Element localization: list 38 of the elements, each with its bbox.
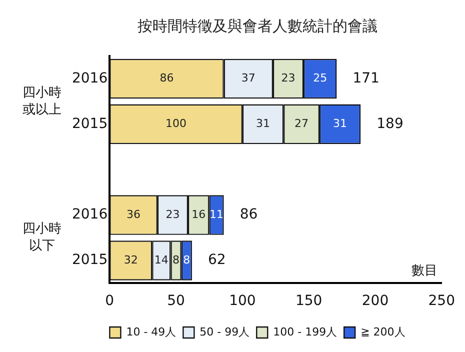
legend-label: 50 - 99人 (200, 325, 250, 338)
text: 四小時以下 (22, 222, 62, 254)
chart-title: 按時間特徵及與會者人數統計的會議 (138, 16, 378, 35)
legend-label: 100 - 199人 (273, 325, 338, 338)
x-tick-label: 100 (229, 293, 256, 310)
data-label: 100 (166, 117, 187, 130)
data-label: 37 (241, 72, 256, 85)
x-tick-label: 200 (362, 293, 389, 310)
x-axis-title: 數目 (412, 264, 438, 279)
total-label: 86 (240, 206, 258, 223)
x-tick-label: 150 (295, 293, 322, 310)
data-label: 8 (172, 253, 180, 266)
legend-label: ≧ 200人 (360, 325, 406, 338)
data-label: 31 (256, 117, 270, 130)
data-label: 23 (166, 208, 180, 221)
y-tick-label: 2016 (72, 70, 108, 86)
legend-label: 10 - 49人 (126, 325, 176, 338)
total-label: 62 (208, 252, 226, 268)
data-label: 25 (313, 72, 328, 85)
data-label: 11 (210, 208, 224, 221)
data-label: 36 (126, 208, 141, 221)
data-label: 23 (281, 72, 296, 85)
data-label: 86 (160, 72, 174, 85)
data-label: 14 (154, 253, 168, 266)
data-label: 8 (183, 253, 190, 266)
data-label: 16 (192, 208, 206, 221)
x-tick-label: 0 (105, 293, 114, 310)
y-tick-label: 2016 (72, 206, 108, 223)
x-tick-label: 250 (428, 293, 456, 310)
data-label: 31 (333, 117, 348, 130)
total-label: 189 (376, 116, 404, 132)
data-label: 27 (294, 117, 309, 130)
total-label: 171 (352, 70, 380, 86)
x-tick-label: 50 (167, 293, 185, 310)
data-label: 32 (124, 253, 138, 266)
y-tick-label: 2015 (72, 252, 108, 268)
y-tick-label: 2015 (72, 116, 108, 132)
text: 四小時或以上 (22, 85, 62, 118)
